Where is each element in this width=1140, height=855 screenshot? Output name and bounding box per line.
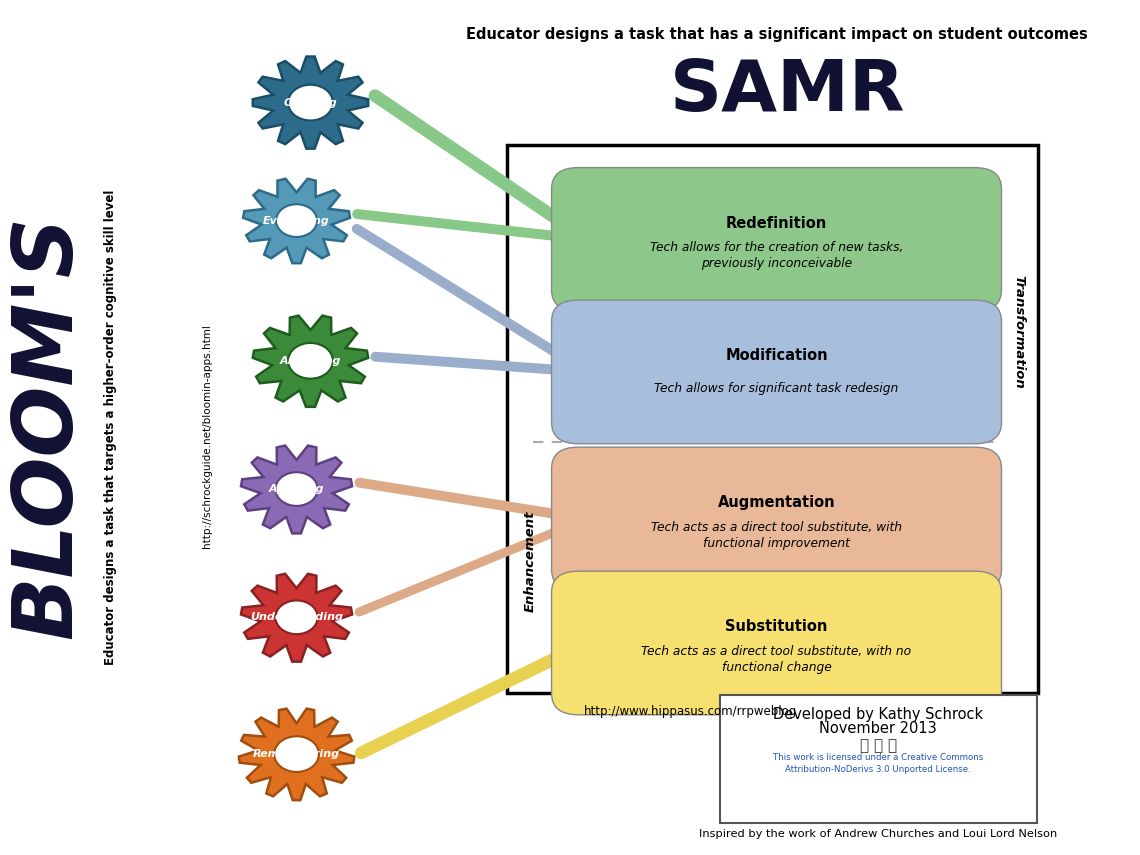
FancyBboxPatch shape <box>552 168 1002 311</box>
Text: SAMR: SAMR <box>669 57 905 126</box>
Polygon shape <box>241 445 352 534</box>
Text: Tech allows for the creation of new tasks,
previously inconceivable: Tech allows for the creation of new task… <box>650 241 903 270</box>
Text: Enhancement: Enhancement <box>523 510 537 612</box>
Circle shape <box>276 204 317 237</box>
Circle shape <box>275 736 319 772</box>
Text: Creating: Creating <box>284 97 337 108</box>
Text: Understanding: Understanding <box>250 612 343 622</box>
Text: Inspired by the work of Andrew Churches and Loui Lord Nelson: Inspired by the work of Andrew Churches … <box>699 828 1058 839</box>
Text: Augmentation: Augmentation <box>718 495 836 510</box>
Text: Remembering: Remembering <box>253 749 340 759</box>
Text: Analyzing: Analyzing <box>279 356 341 366</box>
Text: Applying: Applying <box>269 484 324 494</box>
Circle shape <box>288 343 333 379</box>
Polygon shape <box>238 709 355 800</box>
Text: Tech allows for significant task redesign: Tech allows for significant task redesig… <box>654 381 898 394</box>
FancyBboxPatch shape <box>552 447 1002 591</box>
Text: Transformation: Transformation <box>1012 274 1025 388</box>
Text: November 2013: November 2013 <box>820 721 937 736</box>
Text: Modification: Modification <box>725 348 828 363</box>
Text: This work is licensed under a Creative Commons
Attribution-NoDerivs 3.0 Unported: This work is licensed under a Creative C… <box>773 753 984 774</box>
Polygon shape <box>243 179 350 263</box>
FancyBboxPatch shape <box>552 300 1002 444</box>
Circle shape <box>288 85 333 121</box>
Text: Redefinition: Redefinition <box>726 215 828 231</box>
Text: Evaluating: Evaluating <box>263 215 329 226</box>
Polygon shape <box>253 315 368 407</box>
FancyBboxPatch shape <box>506 145 1037 693</box>
Text: BLOOM'S: BLOOM'S <box>8 215 89 640</box>
Text: Ⓒ Ⓞ Ⓝ: Ⓒ Ⓞ Ⓝ <box>860 738 897 753</box>
Circle shape <box>276 600 318 634</box>
Text: http://www.hippasus.com/rrpweblog: http://www.hippasus.com/rrpweblog <box>584 705 798 718</box>
Text: Educator designs a task that targets a higher-order cognitive skill level: Educator designs a task that targets a h… <box>104 190 116 665</box>
Text: Developed by Kathy Schrock: Developed by Kathy Schrock <box>773 707 984 722</box>
Text: Educator designs a task that has a significant impact on student outcomes: Educator designs a task that has a signi… <box>465 27 1088 42</box>
Text: Tech acts as a direct tool substitute, with no
functional change: Tech acts as a direct tool substitute, w… <box>642 645 912 674</box>
FancyBboxPatch shape <box>552 571 1002 715</box>
Text: Tech acts as a direct tool substitute, with
functional improvement: Tech acts as a direct tool substitute, w… <box>651 521 902 550</box>
Text: http://schrockguide.net/bloomin-apps.html: http://schrockguide.net/bloomin-apps.htm… <box>202 324 212 548</box>
Circle shape <box>276 472 318 506</box>
FancyBboxPatch shape <box>719 695 1037 823</box>
Text: Substitution: Substitution <box>725 619 828 634</box>
Polygon shape <box>241 574 352 662</box>
Polygon shape <box>253 56 368 149</box>
